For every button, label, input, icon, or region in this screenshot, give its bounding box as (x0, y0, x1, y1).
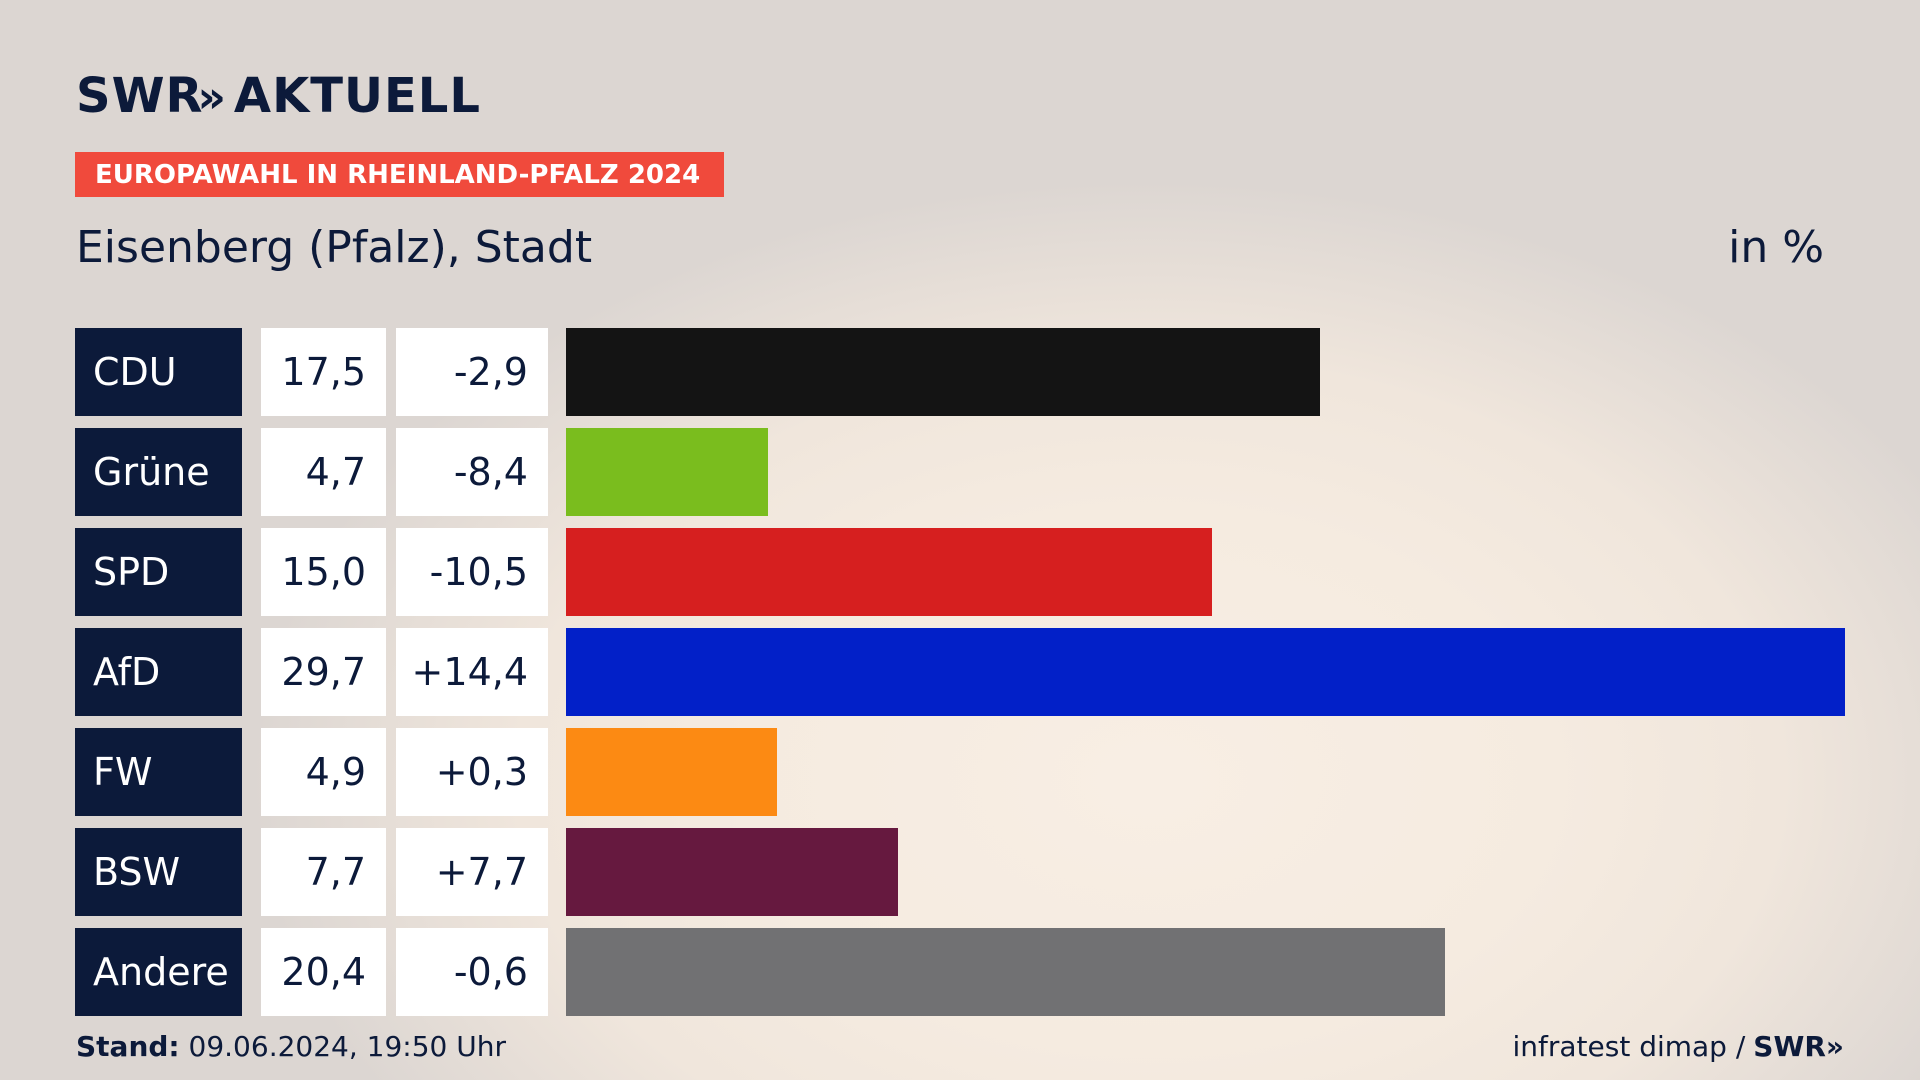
source-credit: infratest dimap / SWR» (1512, 1030, 1844, 1063)
result-bar (566, 428, 768, 516)
swr-small-logo: SWR» (1753, 1030, 1844, 1063)
vote-share-value: 4,9 (261, 728, 386, 816)
vote-change-value: -2,9 (396, 328, 548, 416)
vote-change-value: +7,7 (396, 828, 548, 916)
logo-aktuell-text: AKTUELL (233, 68, 481, 124)
vote-change-value: -10,5 (396, 528, 548, 616)
party-label: BSW (75, 828, 242, 916)
result-row: Andere 20,4 -0,6 (75, 928, 1845, 1016)
result-bar (566, 728, 777, 816)
result-row: AfD 29,7 +14,4 (75, 628, 1845, 716)
timestamp: Stand: 09.06.2024, 19:50 Uhr (76, 1030, 506, 1063)
party-label: AfD (75, 628, 242, 716)
vote-share-value: 29,7 (261, 628, 386, 716)
election-banner: EUROPAWAHL IN RHEINLAND-PFALZ 2024 (75, 152, 724, 197)
swr-aktuell-logo: SWR» AKTUELL (76, 68, 481, 124)
party-label: SPD (75, 528, 242, 616)
vote-share-value: 20,4 (261, 928, 386, 1016)
logo-swr-text: SWR» (76, 68, 226, 124)
vote-change-value: +0,3 (396, 728, 548, 816)
result-bar (566, 528, 1212, 616)
stand-label: Stand: (76, 1030, 180, 1063)
party-label: FW (75, 728, 242, 816)
result-bar (566, 628, 1845, 716)
result-row: Grüne 4,7 -8,4 (75, 428, 1845, 516)
vote-change-value: +14,4 (396, 628, 548, 716)
unit-label: in % (1728, 222, 1824, 273)
result-row: CDU 17,5 -2,9 (75, 328, 1845, 416)
party-label: Grüne (75, 428, 242, 516)
result-row: SPD 15,0 -10,5 (75, 528, 1845, 616)
party-label: CDU (75, 328, 242, 416)
region-title: Eisenberg (Pfalz), Stadt (76, 222, 593, 273)
vote-share-value: 4,7 (261, 428, 386, 516)
stand-value: 09.06.2024, 19:50 Uhr (188, 1030, 506, 1063)
result-bar (566, 928, 1445, 1016)
logo-chevron-icon: » (197, 72, 226, 123)
vote-change-value: -8,4 (396, 428, 548, 516)
result-bar (566, 328, 1320, 416)
party-label: Andere (75, 928, 242, 1016)
vote-share-value: 7,7 (261, 828, 386, 916)
vote-share-value: 17,5 (261, 328, 386, 416)
result-row: FW 4,9 +0,3 (75, 728, 1845, 816)
source-text: infratest dimap / (1512, 1030, 1746, 1063)
vote-share-value: 15,0 (261, 528, 386, 616)
vote-change-value: -0,6 (396, 928, 548, 1016)
result-row: BSW 7,7 +7,7 (75, 828, 1845, 916)
result-bar (566, 828, 898, 916)
